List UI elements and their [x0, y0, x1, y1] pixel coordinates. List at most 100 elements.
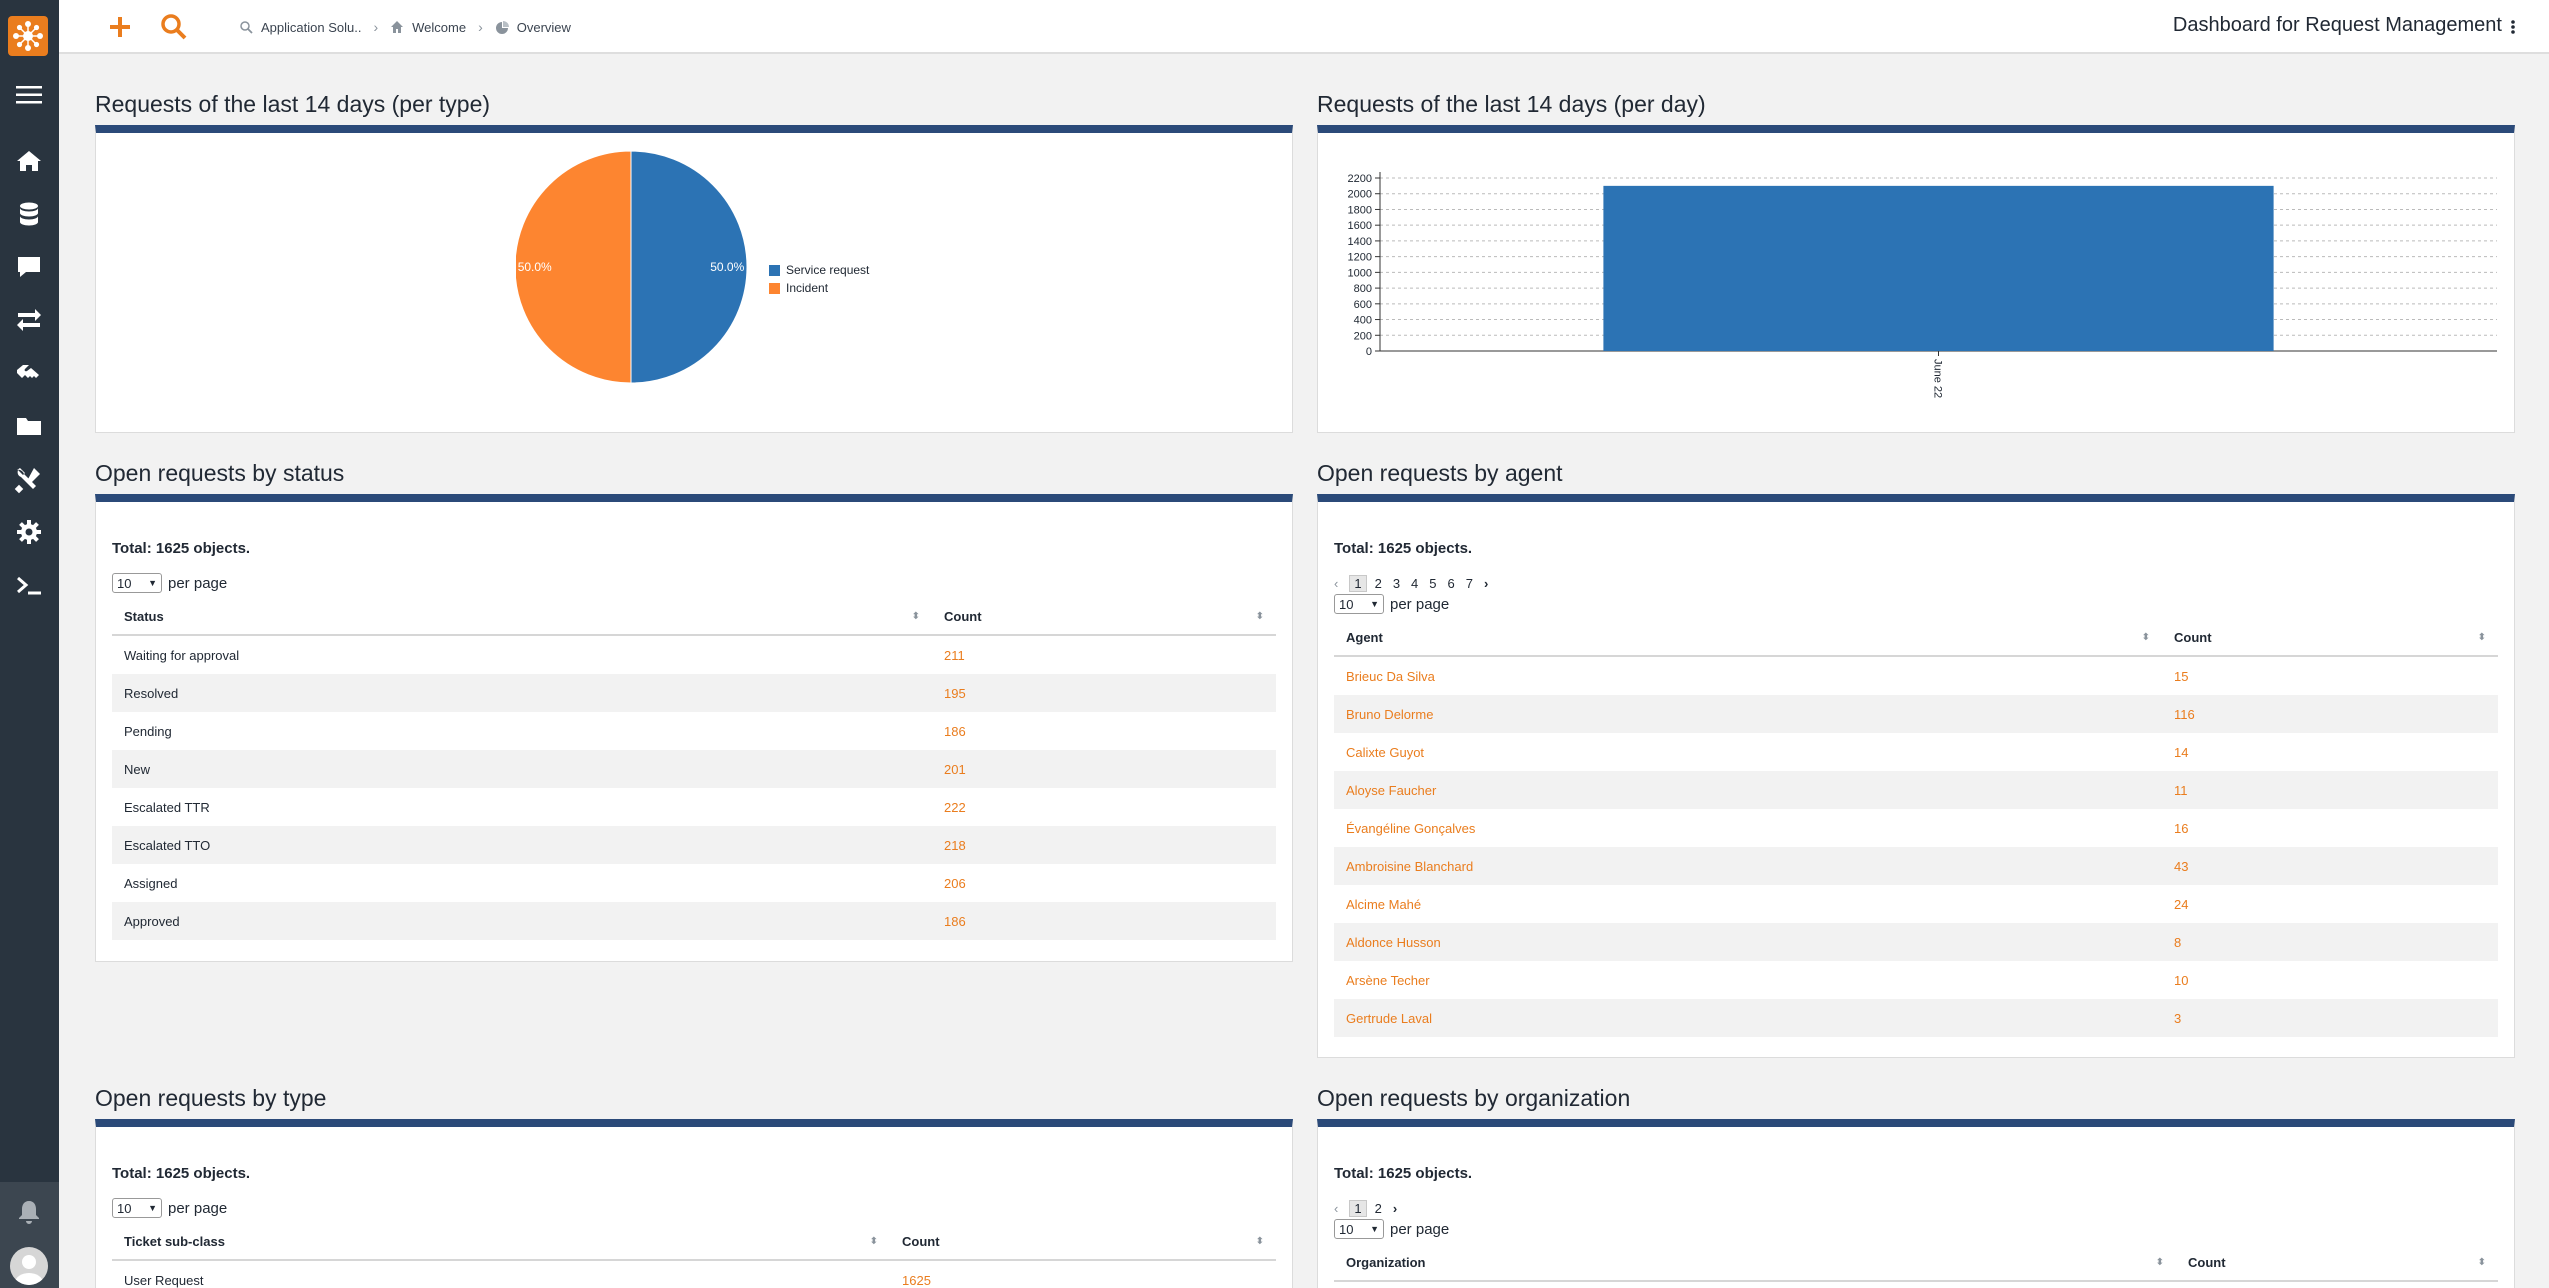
row-label-cell[interactable]: Calixte Guyot [1346, 744, 1425, 760]
per-page-control: 10 ▼ per page [112, 1198, 227, 1218]
row-label-cell: Resolved [124, 685, 179, 701]
table-body: User Request 1625 [112, 1261, 1276, 1288]
total-count: Total: 1625 objects. [112, 540, 251, 557]
org-table-panel: Total: 1625 objects. ‹ 1 2 › 10 ▼ per page O… [1317, 1119, 2515, 1288]
y-tick-label: 0 [1366, 346, 1372, 358]
row-count-cell[interactable]: 43 [2174, 858, 2189, 874]
pager-page[interactable]: 3 [1392, 576, 1401, 591]
home-icon[interactable] [14, 146, 44, 176]
legend-swatch [769, 264, 780, 276]
table-row: Alcime Mahé 24 [1334, 885, 2498, 923]
row-count-cell[interactable]: 1625 [902, 1272, 931, 1288]
pager-page[interactable]: 4 [1411, 576, 1419, 591]
pie-slice-incident[interactable] [516, 150, 632, 384]
column-header-count[interactable]: Count ⬍ [932, 598, 1276, 634]
row-count-cell[interactable]: 3 [2174, 1010, 2182, 1026]
per-page-select[interactable]: 10 ▼ [1334, 594, 1384, 614]
table-row: Pending 186 [112, 712, 1276, 750]
pager-prev-icon[interactable]: ‹ [1334, 1201, 1339, 1216]
per-page-select[interactable]: 10 ▼ [1334, 1219, 1384, 1239]
column-header-organization[interactable]: Organization ⬍ [1334, 1244, 2176, 1280]
row-count-cell[interactable]: 201 [944, 761, 966, 777]
agent-table-panel: Total: 1625 objects. ‹ 1 2 3 4 5 6 7 › 10 ▼ per p… [1317, 494, 2515, 1058]
pager-prev-icon[interactable]: ‹ [1334, 576, 1339, 591]
row-count-cell[interactable]: 16 [2174, 820, 2189, 836]
panel-title-by-status: Open requests by status [95, 460, 345, 486]
kebab-menu-icon[interactable] [2510, 16, 2516, 38]
handshake-icon[interactable] [14, 358, 44, 388]
row-count-cell[interactable]: 116 [2174, 706, 2195, 722]
pager-next-icon[interactable]: › [1392, 1201, 1398, 1216]
per-page-control: 10 ▼ per page [1334, 1219, 1449, 1239]
row-count-cell[interactable]: 11 [2174, 782, 2188, 798]
row-count-cell[interactable]: 195 [944, 685, 966, 701]
search-icon [240, 21, 253, 34]
column-header-agent[interactable]: Agent ⬍ [1334, 619, 2162, 655]
per-page-control: 10 ▼ per page [112, 573, 227, 593]
bell-icon[interactable] [14, 1197, 44, 1227]
breadcrumb-item-overview[interactable]: Overview [495, 20, 571, 35]
menu-icon[interactable] [14, 80, 44, 110]
column-header-count[interactable]: Count ⬍ [890, 1223, 1276, 1259]
sort-icon: ⬍ [1255, 1235, 1264, 1247]
pager-page[interactable]: 5 [1429, 576, 1437, 591]
row-count-cell[interactable]: 186 [944, 913, 966, 929]
legend-item-incident[interactable]: Incident [769, 279, 869, 297]
column-header-status[interactable]: Status ⬍ [112, 598, 932, 634]
pager-page[interactable]: 7 [1465, 576, 1473, 591]
row-label-cell[interactable]: Alcime Mahé [1346, 896, 1422, 912]
row-label-cell[interactable]: Gertrude Laval [1346, 1010, 1432, 1026]
itop-logo[interactable] [8, 16, 48, 56]
pager-next-icon[interactable]: › [1483, 576, 1489, 591]
row-count-cell[interactable]: 186 [944, 723, 966, 739]
column-header-count[interactable]: Count ⬍ [2176, 1244, 2498, 1280]
row-count-cell[interactable]: 222 [944, 799, 966, 815]
x-tick-label: June 22 [1932, 359, 1944, 398]
table-row: Brieuc Da Silva 15 [1334, 657, 2498, 695]
per-page-select[interactable]: 10 ▼ [112, 1198, 162, 1218]
gear-icon[interactable] [14, 517, 44, 547]
row-count-cell[interactable]: 218 [944, 837, 966, 853]
new-object-button[interactable] [105, 12, 135, 42]
tools-icon[interactable] [14, 464, 44, 494]
pager-page[interactable]: 2 [1374, 576, 1382, 591]
pager-page[interactable]: 2 [1374, 1201, 1382, 1216]
terminal-icon[interactable] [14, 570, 44, 600]
row-count-cell[interactable]: 8 [2174, 934, 2182, 950]
comment-icon[interactable] [14, 252, 44, 282]
row-label-cell[interactable]: Brieuc Da Silva [1346, 668, 1435, 684]
exchange-icon[interactable] [14, 305, 44, 335]
row-label-cell[interactable]: Aldonce Husson [1346, 934, 1441, 950]
database-icon[interactable] [14, 199, 44, 229]
row-count-cell[interactable]: 15 [2174, 668, 2189, 684]
bar[interactable] [1603, 185, 2274, 351]
breadcrumb-item-application[interactable]: Application Solu.. [239, 20, 361, 35]
breadcrumb-item-welcome[interactable]: Welcome [390, 20, 466, 35]
column-header-count[interactable]: Count ⬍ [2162, 619, 2498, 655]
row-label-cell[interactable]: Arsène Techer [1346, 972, 1430, 988]
per-page-select[interactable]: 10 ▼ [112, 573, 162, 593]
row-count-cell[interactable]: 24 [2174, 896, 2189, 912]
pager-page[interactable]: 1 [1349, 1200, 1367, 1217]
legend-item-service-request[interactable]: Service request [769, 261, 869, 279]
row-label-cell[interactable]: Aloyse Faucher [1346, 782, 1437, 798]
row-label-cell[interactable]: Bruno Delorme [1346, 706, 1434, 722]
pagination: ‹ 1 2 3 4 5 6 7 › [1334, 575, 1499, 592]
global-search-button[interactable] [159, 12, 189, 42]
row-count-cell[interactable]: 14 [2174, 744, 2189, 760]
row-count-cell[interactable]: 10 [2174, 972, 2189, 988]
row-label-cell[interactable]: Évangéline Gonçalves [1346, 820, 1476, 836]
pie-slice-label: 50.0% [518, 260, 552, 274]
avatar[interactable] [10, 1247, 48, 1285]
pie-slice-service-request[interactable] [630, 150, 748, 384]
pager-page[interactable]: 1 [1349, 575, 1367, 592]
folder-icon[interactable] [14, 411, 44, 441]
column-label: Agent [1346, 629, 1383, 645]
row-label-cell[interactable]: Ambroisine Blanchard [1346, 858, 1474, 874]
panel-title-per-type: Requests of the last 14 days (per type) [95, 91, 491, 117]
column-header-ticket-subclass[interactable]: Ticket sub-class ⬍ [112, 1223, 890, 1259]
row-label-cell: Escalated TTR [124, 799, 210, 815]
pager-page[interactable]: 6 [1447, 576, 1455, 591]
row-count-cell[interactable]: 211 [944, 647, 965, 663]
row-count-cell[interactable]: 206 [944, 875, 966, 891]
